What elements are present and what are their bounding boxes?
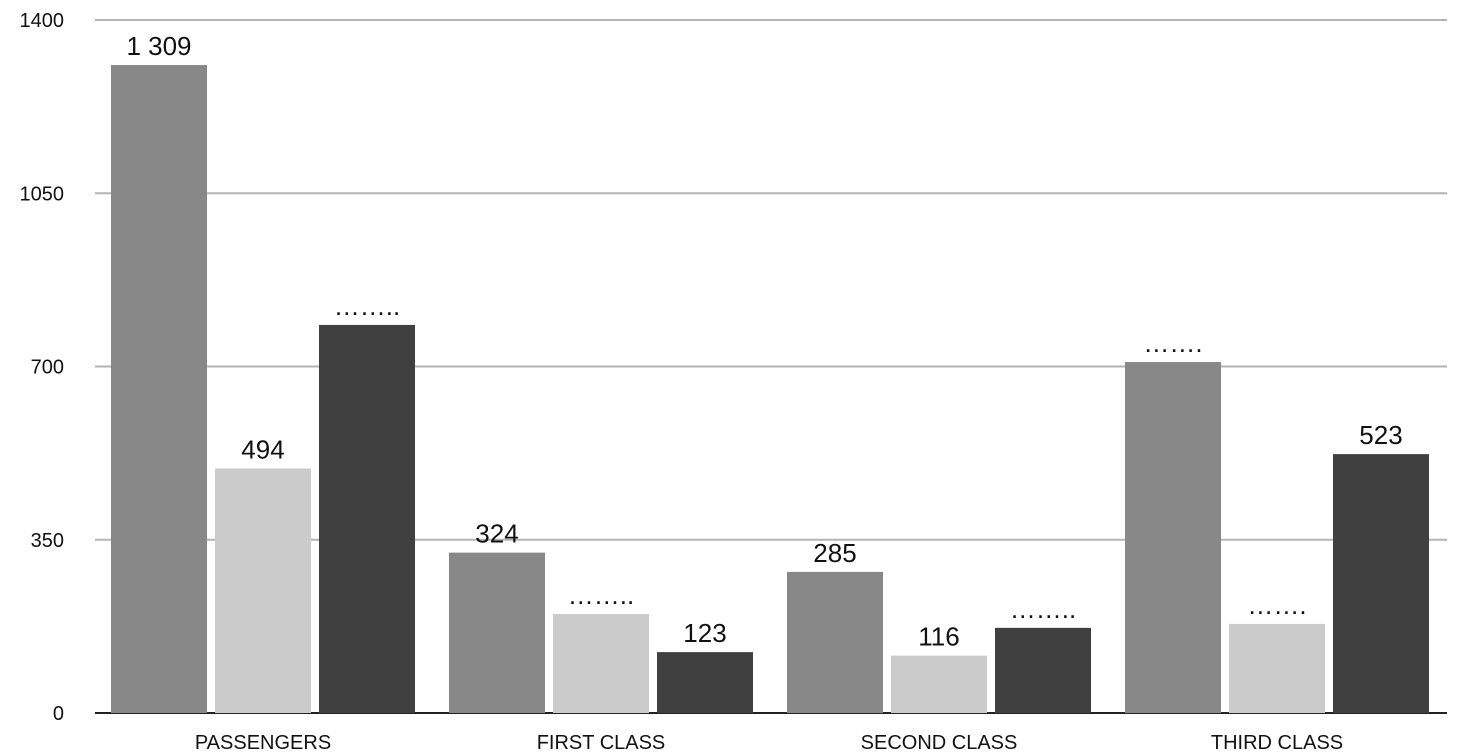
data-label: …….. (568, 580, 634, 610)
x-tick-label: FIRST CLASS (537, 732, 666, 754)
bar (319, 324, 415, 713)
y-tick-label: 1400 (20, 10, 65, 32)
data-label: …….. (334, 291, 400, 321)
y-tick-label: 1050 (20, 183, 65, 205)
x-tick-label: SECOND CLASS (861, 732, 1018, 754)
data-label: …….. (1010, 594, 1076, 624)
bar (657, 652, 753, 713)
y-axis-ticks: 0 350 700 1050 1400 (20, 10, 65, 725)
data-label: ……. (1247, 590, 1306, 620)
y-tick-label: 700 (31, 357, 64, 379)
data-label: ……. (1143, 328, 1202, 358)
bar (215, 468, 311, 713)
bar (787, 571, 883, 713)
bar (1333, 454, 1429, 713)
y-tick-label: 0 (53, 703, 64, 725)
y-tick-label: 350 (31, 530, 64, 552)
data-label: 324 (475, 519, 518, 549)
x-axis-ticks: PASSENGERS FIRST CLASS SECOND CLASS THIRD C… (195, 732, 1343, 754)
bars (111, 65, 1429, 714)
bar (1125, 362, 1221, 713)
bar (995, 627, 1091, 713)
data-label: 123 (683, 618, 726, 648)
bar (1229, 623, 1325, 713)
data-label: 1 309 (126, 31, 191, 61)
data-label: 116 (918, 622, 959, 652)
data-label: 494 (241, 434, 284, 464)
bar (111, 65, 207, 714)
bar (553, 614, 649, 713)
data-labels: 1 309 494 …….. 324 …….. 123 285 116 …….. ……. ……. 52… (126, 31, 1402, 652)
bar (891, 655, 987, 713)
x-tick-label: PASSENGERS (195, 732, 331, 754)
x-tick-label: THIRD CLASS (1211, 732, 1343, 754)
data-label: 523 (1359, 420, 1402, 450)
bar (449, 552, 545, 713)
data-label: 285 (813, 538, 856, 568)
